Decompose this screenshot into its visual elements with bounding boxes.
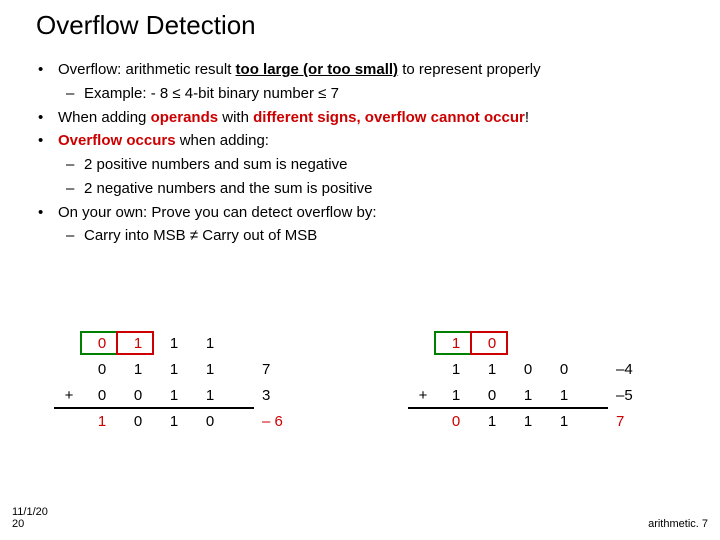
carry-bit: 1: [170, 335, 178, 352]
bit: 0: [134, 387, 142, 404]
sum-bit: 1: [560, 413, 568, 430]
sub-bullet-item: Carry into MSB ≠ Carry out of MSB: [58, 225, 690, 247]
bit: 1: [206, 387, 214, 404]
sub-bullet-item: Example: - 8 ≤ 4-bit binary number ≤ 7: [58, 83, 690, 105]
bit: 1: [452, 361, 460, 378]
text: when adding:: [176, 132, 269, 149]
sub-bullet-item: 2 negative numbers and the sum is positi…: [58, 178, 690, 200]
bit: 1: [170, 387, 178, 404]
sum-bit: 1: [488, 413, 496, 430]
sum-bit: 0: [206, 413, 214, 430]
text: When adding: [58, 109, 151, 126]
bit: 1: [560, 387, 568, 404]
carry-in-box: [116, 331, 154, 355]
footer-date: 11/1/20 20: [12, 506, 48, 530]
sum-bit: 1: [98, 413, 106, 430]
decimal-value: – 6: [258, 413, 283, 430]
bit: 1: [488, 361, 496, 378]
text: !: [525, 109, 529, 126]
bit: 0: [524, 361, 532, 378]
slide-title: Overflow Detection: [36, 10, 690, 41]
sum-line: [54, 407, 254, 409]
text-red: Overflow occurs: [58, 132, 176, 149]
sum-bit: 1: [170, 413, 178, 430]
bit: 0: [560, 361, 568, 378]
plus-sign: +: [65, 387, 74, 404]
text: with: [218, 109, 253, 126]
decimal-value: –4: [612, 361, 633, 378]
bit: 1: [452, 387, 460, 404]
bit: 1: [206, 361, 214, 378]
sub-bullet-item: 2 positive numbers and sum is negative: [58, 154, 690, 176]
date-line: 11/1/20: [12, 506, 48, 518]
text: On your own: Prove you can detect overfl…: [58, 204, 377, 221]
footer-page: arithmetic. 7: [648, 518, 708, 530]
decimal-value: 7: [258, 361, 270, 378]
sum-bit: 1: [524, 413, 532, 430]
sum-bit: 0: [134, 413, 142, 430]
bullet-item: Overflow occurs when adding: 2 positive …: [34, 130, 690, 199]
bullet-item: Overflow: arithmetic result too large (o…: [34, 59, 690, 105]
bit: 1: [134, 361, 142, 378]
decimal-value: 7: [612, 413, 624, 430]
carry-bit: 1: [206, 335, 214, 352]
text: to represent properly: [398, 61, 541, 78]
bit: 1: [524, 387, 532, 404]
decimal-value: –5: [612, 387, 633, 404]
text: Overflow: arithmetic result: [58, 61, 236, 78]
carry-in-box: [470, 331, 508, 355]
carry-out-box: [80, 331, 118, 355]
text-red: different signs, overflow cannot occur: [253, 109, 525, 126]
date-line: 20: [12, 518, 24, 530]
sum-line: [408, 407, 608, 409]
bit: 0: [98, 387, 106, 404]
bit: 0: [98, 361, 106, 378]
bit: 0: [488, 387, 496, 404]
bullet-item: When adding operands with different sign…: [34, 107, 690, 129]
plus-sign: +: [419, 387, 428, 404]
decimal-value: 3: [258, 387, 270, 404]
bit: 1: [170, 361, 178, 378]
carry-out-box: [434, 331, 472, 355]
text-red: operands: [151, 109, 219, 126]
bullet-item: On your own: Prove you can detect overfl…: [34, 202, 690, 248]
bullet-list: Overflow: arithmetic result too large (o…: [34, 59, 690, 247]
text-underline-bold: too large (or too small): [236, 61, 399, 78]
slide: Overflow Detection Overflow: arithmetic …: [0, 0, 720, 247]
sum-bit: 0: [452, 413, 460, 430]
